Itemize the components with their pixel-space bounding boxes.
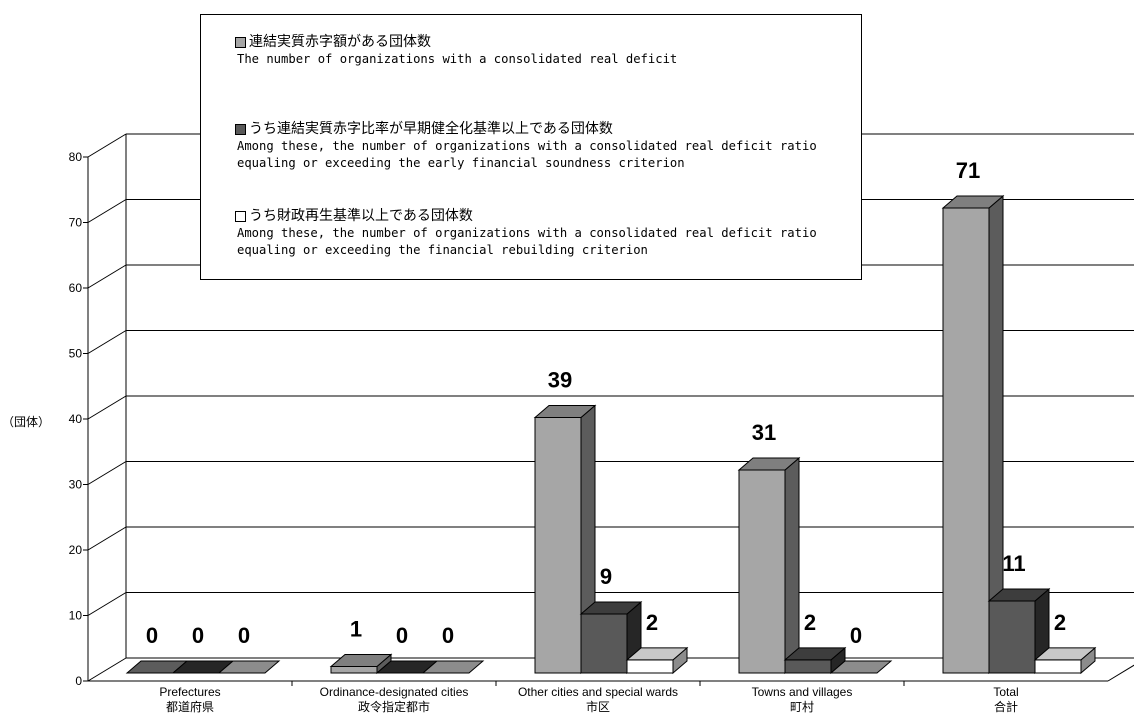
side-wall-gridline [87,330,127,354]
y-tick-label: 10 [69,609,83,623]
bar [534,417,582,674]
side-wall-gridline [87,592,127,616]
y-tick-label: 0 [75,674,82,688]
legend-entry-series-3: うち財政再生基準以上である団体数 Among these, the number… [235,207,817,259]
data-label: 2 [1054,610,1066,635]
y-tick-label: 70 [69,216,83,230]
data-label: 0 [442,623,454,648]
legend-entry-series-2: うち連結実質赤字比率が早期健全化基準以上である団体数 Among these, … [235,120,817,172]
category-label-en: Prefectures [159,685,220,699]
bar-top [783,647,847,661]
legend-label-en-series-3-line-1: Among these, the number of organizations… [237,226,817,240]
legend-swatch-series-1 [235,36,246,48]
legend-label-jp-series-3: うち財政再生基準以上である団体数 [249,208,473,224]
bar-side [784,456,800,675]
category-label-en: Total [993,685,1018,699]
bar-top [625,647,689,661]
y-tick-label: 50 [69,347,83,361]
bars [125,194,1097,675]
category-label-jp: 町村 [790,700,814,714]
category-label-jp: 市区 [586,699,610,714]
legend-label-en-series-2-line-2: equaling or exceeding the early financia… [237,156,685,170]
data-label: 9 [600,564,612,589]
side-wall-gridline [87,199,127,223]
bar-top [421,660,485,674]
legend: 連結実質赤字額がある団体数 The number of organization… [200,14,862,280]
category-label-jp: 都道府県 [166,699,214,714]
bar-top [217,660,281,674]
data-label: 2 [804,610,816,635]
y-tick-label: 40 [69,412,83,426]
floor-right-edge [1107,664,1134,682]
bar-top [987,588,1051,602]
bar-top [579,601,643,615]
side-wall-gridline [87,395,127,420]
bar [580,613,628,674]
legend-swatch-series-2 [235,123,246,135]
side-wall-gridline [87,657,127,682]
data-label: 2 [646,610,658,635]
legend-label-jp-series-2: うち連結実質赤字比率が早期健全化基準以上である団体数 [249,121,613,137]
legend-label-en-series-1: The number of organizations with a conso… [237,52,678,66]
bar-top [533,405,597,419]
data-label: 31 [752,420,776,445]
data-label: 0 [396,623,408,648]
y-axis-ticks: 0 10 20 30 40 50 60 70 80 [69,150,88,688]
legend-swatch-series-3 [235,210,246,222]
side-wall-gridline [87,133,127,158]
legend-label-jp-series-1: 連結実質赤字額がある団体数 [249,34,431,50]
data-label: 39 [548,368,572,393]
data-label: 0 [850,623,862,648]
category-label-en: Ordinance-designated cities [320,685,469,699]
bar-top [737,457,801,471]
side-wall-gridline [87,264,127,289]
bar-top [329,653,393,667]
data-label: 0 [238,623,250,648]
category-label-en: Other cities and special wards [518,685,678,699]
bar-top [829,660,893,674]
bar [626,659,674,674]
legend-label-en-series-3-line-2: equaling or exceeding the financial rebu… [237,243,648,257]
data-labels: 0 0 0 1 0 0 39 9 2 31 2 0 71 11 2 [146,158,1066,648]
bar [330,665,378,674]
y-axis-label: （団体） [2,415,50,429]
bar-top [941,195,1005,209]
data-label: 1 [350,616,362,641]
y-tick-label: 60 [69,281,83,295]
bar-top [1033,647,1097,661]
y-tick-label: 30 [69,478,83,492]
side-wall-gridline [87,461,127,485]
category-label-en: Towns and villages [752,685,853,699]
data-label: 11 [1002,551,1025,576]
bar [1034,659,1082,674]
bar [988,600,1036,674]
data-label: 0 [146,623,158,648]
bar [942,207,990,674]
data-label: 71 [956,158,980,183]
y-tick-label: 80 [69,150,83,164]
legend-label-en-series-2-line-1: Among these, the number of organizations… [237,139,817,153]
bar [784,659,832,674]
data-label: 0 [192,623,204,648]
legend-entry-series-1: 連結実質赤字額がある団体数 The number of organization… [235,33,677,68]
side-wall-gridline [87,526,127,551]
y-tick-label: 20 [69,543,83,557]
bar [738,469,786,674]
category-label-jp: 政令指定都市 [358,699,430,714]
category-label-jp: 合計 [994,699,1018,714]
